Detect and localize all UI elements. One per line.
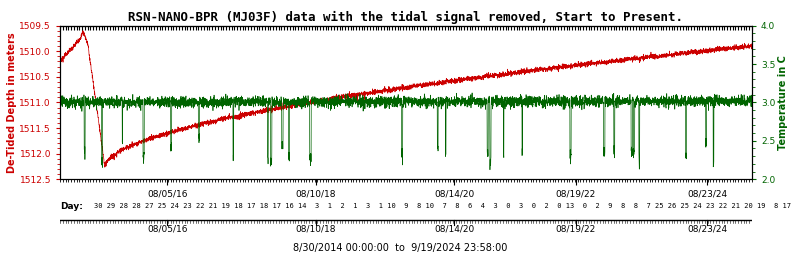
Title: RSN-NANO-BPR (MJ03F) data with the tidal signal removed, Start to Present.: RSN-NANO-BPR (MJ03F) data with the tidal… [129,11,683,24]
Text: 8/30/2014 00:00:00  to  9/19/2024 23:58:00: 8/30/2014 00:00:00 to 9/19/2024 23:58:00 [293,243,507,253]
Text: 08/05/16: 08/05/16 [147,225,187,234]
Text: 08/10/18: 08/10/18 [296,225,336,234]
Y-axis label: De-Tided Depth in meters: De-Tided Depth in meters [6,32,17,173]
Text: Day:: Day: [60,201,83,211]
Text: 08/14/20: 08/14/20 [434,225,474,234]
Y-axis label: Temperature in C: Temperature in C [778,55,788,150]
Text: 30 29 28 28 27 25 24 23 22 21 19 18 17 18 17 16 14  3  1  2  1  3  1 10  9  8 10: 30 29 28 28 27 25 24 23 22 21 19 18 17 1… [94,203,800,209]
Text: 08/19/22: 08/19/22 [555,225,596,234]
Text: 08/23/24: 08/23/24 [687,225,727,234]
